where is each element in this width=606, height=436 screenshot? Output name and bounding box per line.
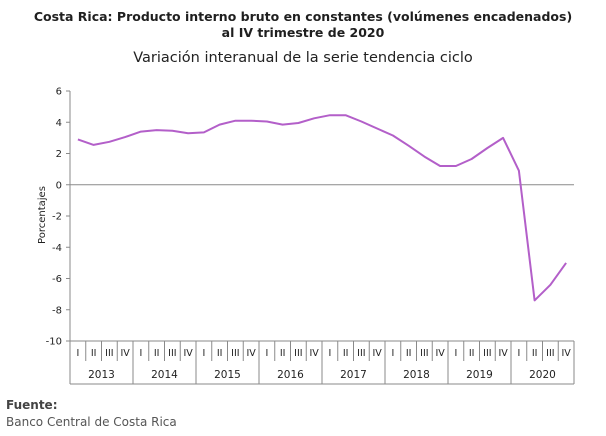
quarter-label: II (217, 348, 223, 359)
axes-group (66, 90, 575, 385)
y-tick-label: 0 (56, 180, 62, 191)
quarter-label: I (328, 348, 331, 359)
quarter-label: II (532, 348, 538, 359)
quarter-label: IV (498, 348, 508, 359)
quarter-label: III (294, 348, 302, 359)
series-group (77, 114, 567, 302)
quarter-label: IV (435, 348, 445, 359)
year-label: 2017 (340, 369, 367, 381)
source-label: Fuente: (6, 398, 58, 412)
quarter-label: III (168, 348, 176, 359)
source-text: Banco Central de Costa Rica (6, 415, 177, 429)
y-tick-label: -8 (52, 305, 62, 316)
quarter-label: IV (183, 348, 193, 359)
y-tick-label: -2 (52, 212, 62, 223)
y-tick-label: 2 (56, 149, 62, 160)
y-tick-label: -4 (52, 243, 62, 254)
y-tick-label: -6 (52, 274, 62, 285)
y-tick-labels: -10 -8 -6 -4 -2 0 2 4 6 (46, 87, 62, 348)
year-label: 2014 (151, 369, 178, 381)
series-line (77, 114, 567, 302)
quarter-label: IV (120, 348, 130, 359)
year-label: 2015 (214, 369, 241, 381)
quarter-label: I (391, 348, 394, 359)
quarter-label: II (91, 348, 97, 359)
quarter-label: III (231, 348, 239, 359)
quarter-label: II (280, 348, 286, 359)
quarter-label: III (420, 348, 428, 359)
quarter-label: IV (246, 348, 256, 359)
chart-subtitle: Variación interanual de la serie tendenc… (133, 50, 473, 66)
quarter-label: I (139, 348, 142, 359)
year-label: 2013 (88, 369, 115, 381)
quarter-label: II (469, 348, 475, 359)
quarter-label: III (483, 348, 491, 359)
quarter-label: III (357, 348, 365, 359)
quarter-label: IV (372, 348, 382, 359)
quarter-label: II (154, 348, 160, 359)
quarter-label: I (76, 348, 79, 359)
year-label: 2016 (277, 369, 304, 381)
quarter-label: IV (561, 348, 571, 359)
y-tick-label: 4 (56, 118, 62, 129)
y-tick-label: -10 (46, 337, 62, 348)
quarter-label: II (343, 348, 349, 359)
y-tick-label: 6 (56, 87, 62, 98)
quarter-label: IV (309, 348, 319, 359)
year-label: 2020 (529, 369, 556, 381)
chart-title-line-1: Costa Rica: Producto interno bruto en co… (33, 9, 573, 24)
quarter-label: I (202, 348, 205, 359)
x-tick-labels: I II III IV I II III IV I II III IV I II III IV I II III IV… (76, 348, 571, 381)
quarter-label: III (105, 348, 113, 359)
year-label: 2018 (403, 369, 430, 381)
chart-title-line-2: al IV trimestre de 2020 (221, 25, 385, 40)
quarter-label: I (454, 348, 457, 359)
quarter-label: II (406, 348, 412, 359)
quarter-label: III (546, 348, 554, 359)
quarter-label: I (265, 348, 268, 359)
y-axis-label: Porcentajes (37, 186, 48, 244)
quarter-label: I (517, 348, 520, 359)
year-label: 2019 (466, 369, 493, 381)
